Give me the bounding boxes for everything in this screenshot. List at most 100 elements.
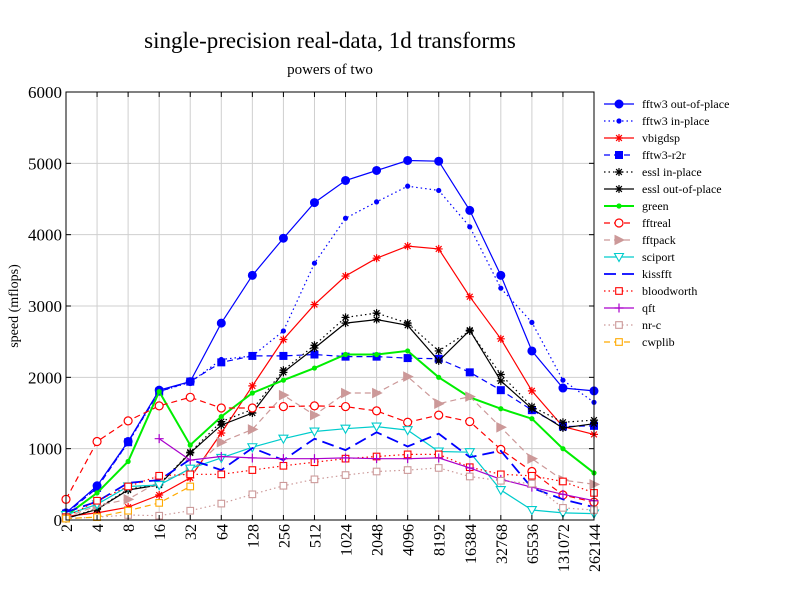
series-green: [63, 348, 597, 519]
x-tick-label: 128: [245, 524, 262, 548]
data-point: [311, 260, 318, 266]
data-point: [372, 387, 383, 399]
data-point: [614, 99, 624, 109]
data-point: [403, 466, 412, 474]
data-point: [217, 358, 226, 367]
series-fftw3-r2r: [62, 350, 598, 518]
data-point: [372, 315, 381, 324]
series-line: [65, 159, 595, 514]
data-point: [615, 287, 623, 295]
series-line: [65, 185, 595, 514]
series-kissfft: [65, 431, 595, 514]
axes: 0 1000 2000 3000 4000 5000 6000 2 4 8 16 32 64 128 256…: [28, 83, 604, 572]
data-point: [247, 453, 257, 463]
series-line: [65, 467, 595, 520]
legend-item: vbigdsp: [604, 131, 680, 145]
data-point: [309, 454, 319, 464]
data-point: [496, 376, 505, 385]
y-axis-label: speed (mflops): [7, 264, 22, 348]
legend-item: bloodworth: [604, 284, 697, 298]
data-point: [341, 313, 350, 322]
data-point: [280, 377, 287, 383]
data-point: [434, 453, 444, 463]
y-tick-label: 1000: [28, 440, 62, 459]
data-point: [434, 464, 443, 472]
data-point: [528, 471, 536, 480]
legend-item: essl out-of-place: [604, 182, 722, 196]
data-point: [278, 401, 289, 412]
data-point: [615, 338, 623, 346]
data-point: [187, 442, 193, 448]
y-tick-label: 0: [54, 511, 63, 530]
data-point: [616, 118, 622, 124]
series-line: [65, 245, 595, 517]
data-point: [340, 424, 351, 435]
series-fftreal: [61, 392, 599, 507]
data-point: [434, 156, 444, 166]
data-point: [248, 409, 257, 417]
data-point: [124, 482, 132, 491]
data-point: [403, 321, 412, 330]
series-lines: [60, 155, 601, 523]
data-point: [341, 175, 351, 185]
data-point: [496, 370, 505, 379]
legend-item: fftw3 in-place: [604, 114, 709, 128]
series-line: [65, 375, 595, 518]
data-point: [341, 453, 351, 463]
series-line: [65, 318, 595, 520]
data-point: [615, 321, 623, 329]
chart-subtitle: powers of two: [287, 62, 373, 78]
data-point: [372, 254, 381, 263]
data-point: [527, 453, 539, 464]
x-tick-label: 4096: [401, 524, 418, 556]
data-point: [124, 438, 133, 447]
data-point: [434, 398, 445, 410]
data-point: [342, 215, 349, 221]
legend-item: fftpack: [604, 233, 676, 247]
legend-item: nr-c: [604, 318, 661, 332]
data-point: [247, 270, 257, 280]
series-line: [65, 349, 595, 517]
grid-lines: [65, 91, 595, 521]
data-point: [309, 427, 320, 438]
data-point: [155, 491, 164, 500]
data-point: [217, 470, 226, 479]
data-point: [123, 416, 133, 426]
data-point: [498, 406, 504, 412]
x-tick-label: 8: [121, 524, 138, 532]
data-point: [615, 168, 623, 176]
x-tick-label: 8192: [432, 524, 449, 556]
series-line: [65, 396, 595, 503]
data-point: [279, 351, 288, 360]
legend-label: vbigdsp: [642, 131, 680, 145]
legend-label: cwplib: [642, 335, 675, 349]
legend-item: qft: [604, 301, 656, 315]
legend-label: essl out-of-place: [642, 182, 722, 196]
data-point: [405, 183, 411, 189]
data-point: [372, 467, 381, 476]
data-point: [434, 346, 443, 355]
data-point: [248, 490, 257, 499]
data-point: [403, 354, 412, 363]
data-point: [185, 392, 195, 402]
data-point: [614, 234, 626, 246]
data-point: [186, 506, 195, 515]
data-point: [615, 134, 623, 142]
legend-item: sciport: [604, 250, 675, 264]
x-tick-label: 256: [276, 524, 293, 548]
data-point: [373, 351, 380, 358]
legend-label: bloodworth: [642, 284, 697, 298]
data-point: [465, 292, 474, 301]
x-tick-label: 16384: [463, 524, 480, 564]
data-point: [216, 452, 226, 462]
data-point: [156, 389, 162, 395]
data-point: [526, 505, 538, 516]
data-point: [247, 403, 257, 413]
data-point: [465, 205, 475, 215]
data-point: [279, 481, 288, 490]
data-point: [154, 434, 164, 444]
series-line: [65, 425, 595, 516]
data-point: [216, 318, 226, 328]
legend-label: fftw3 out-of-place: [642, 97, 729, 111]
legend-item: fftw3-r2r: [604, 148, 686, 162]
